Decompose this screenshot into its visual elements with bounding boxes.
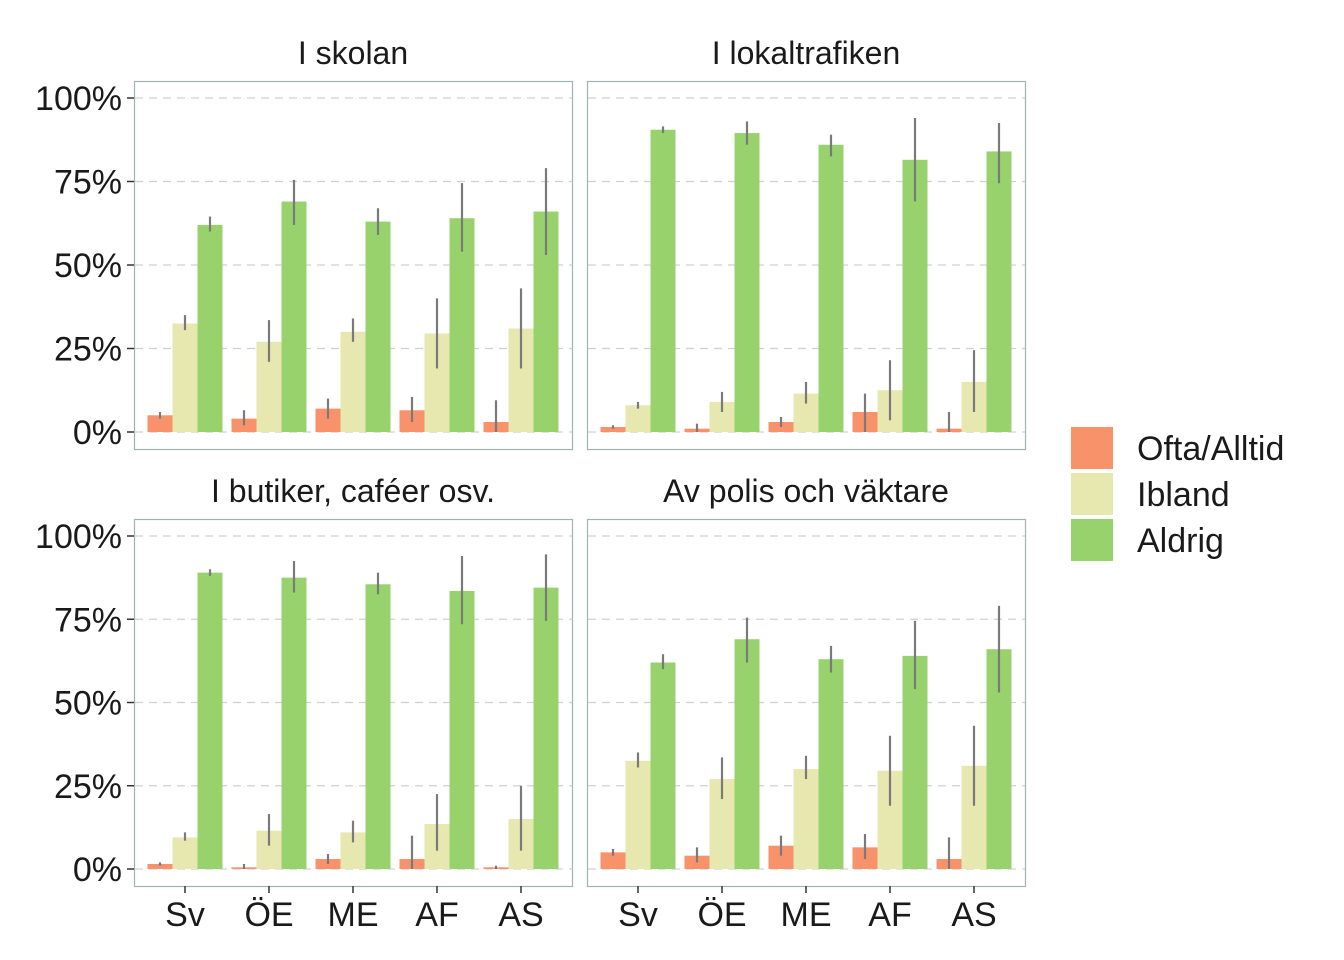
panel-title: I skolan <box>298 35 408 71</box>
bar <box>600 426 626 432</box>
bar <box>533 587 559 869</box>
bar <box>902 655 928 869</box>
x-tick-label: ME <box>781 896 832 934</box>
y-tick-label: 75% <box>54 164 122 202</box>
bar <box>197 224 223 432</box>
bar <box>147 864 173 869</box>
bar <box>197 572 223 869</box>
y-tick-label: 75% <box>54 601 122 639</box>
bar <box>340 331 366 432</box>
x-tick-label: AF <box>868 896 911 934</box>
bar <box>449 218 475 432</box>
bar <box>281 201 307 432</box>
y-tick-label: 0% <box>73 851 122 889</box>
bar <box>902 159 928 433</box>
bar <box>818 659 844 869</box>
bar <box>650 129 676 433</box>
bar <box>734 639 760 869</box>
x-tick-label: ME <box>328 896 379 934</box>
y-tick-label: 100% <box>35 518 122 556</box>
x-tick-label: Sv <box>618 896 658 934</box>
x-tick-label: ÖE <box>697 896 746 934</box>
bar <box>600 852 626 869</box>
y-tick-label: 0% <box>73 414 122 452</box>
x-tick-label: ÖE <box>244 896 293 934</box>
legend-swatch <box>1071 427 1113 469</box>
bar <box>449 590 475 869</box>
bar <box>818 144 844 432</box>
y-tick-label: 50% <box>54 685 122 723</box>
x-tick-label: AS <box>951 896 996 934</box>
x-tick-label: AF <box>415 896 458 934</box>
bar <box>147 415 173 432</box>
bar <box>625 405 651 432</box>
x-tick-label: AS <box>498 896 543 934</box>
bar <box>172 323 198 432</box>
y-tick-label: 25% <box>54 331 122 369</box>
panel: I lokaltrafiken <box>586 35 1027 451</box>
x-tick-label: Sv <box>165 896 205 934</box>
legend-swatch <box>1071 519 1113 561</box>
bar <box>768 845 794 869</box>
panel: I butiker, caféer osv. 0% 25% 50% 75% 100% Sv Ö… <box>35 473 574 934</box>
panel: I skolan 0% 25% 50% 75% 100% <box>35 35 574 452</box>
bar <box>365 584 391 869</box>
bar <box>315 408 341 432</box>
y-tick-label: 25% <box>54 768 122 806</box>
bar <box>793 769 819 869</box>
bar <box>734 133 760 432</box>
bar <box>172 837 198 869</box>
bar <box>986 151 1012 432</box>
legend-label: Aldrig <box>1137 522 1224 560</box>
bar <box>625 760 651 869</box>
legend-label: Ofta/Alltid <box>1137 430 1284 468</box>
bar <box>281 577 307 869</box>
panel: Av polis och väktare Sv ÖE ME AF AS <box>586 473 1027 934</box>
bar <box>365 221 391 432</box>
panel-title: I butiker, caféer osv. <box>211 473 495 509</box>
panel-title: Av polis och väktare <box>663 473 949 509</box>
y-tick-label: 50% <box>54 247 122 285</box>
y-tick-label: 100% <box>35 80 122 118</box>
legend-swatch <box>1071 473 1113 515</box>
bar <box>650 662 676 869</box>
legend: Ofta/Alltid Ibland Aldrig <box>1071 427 1284 561</box>
legend-label: Ibland <box>1137 476 1230 514</box>
panels: I skolan 0% 25% 50% 75% 100% I lokaltrafiken I … <box>35 35 1027 934</box>
panel-title: I lokaltrafiken <box>712 35 901 71</box>
